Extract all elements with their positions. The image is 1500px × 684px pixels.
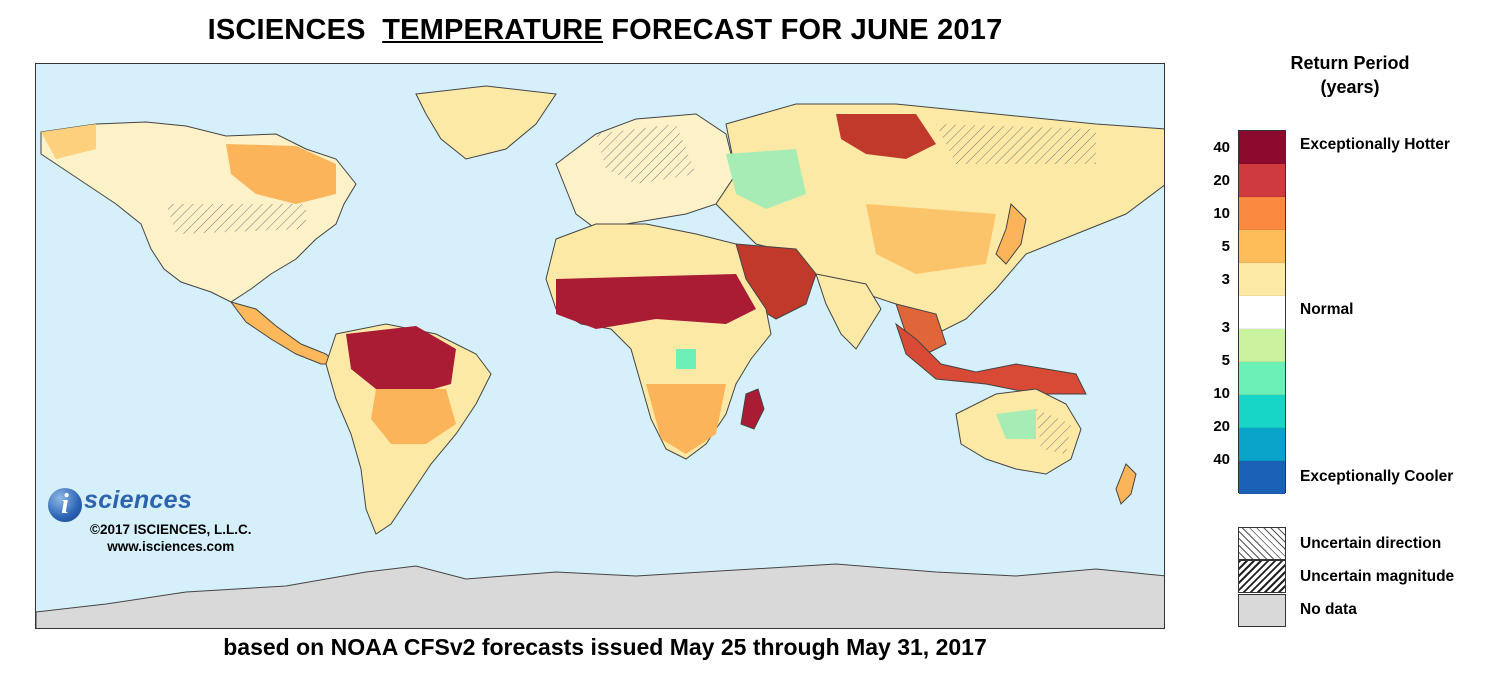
- greenland-landmass: [415, 85, 557, 160]
- canada-hot-zone: [226, 144, 336, 204]
- logo-name: sciences: [84, 486, 193, 514]
- scale-tick-label: 20: [1213, 172, 1230, 189]
- scale-tick-label: 20: [1213, 418, 1230, 435]
- russia-hot-zone: [836, 114, 936, 159]
- indonesia-landmass: [895, 322, 1087, 395]
- central-asia-cool-zone: [726, 149, 806, 209]
- map-canvas: [36, 85, 1164, 628]
- sahel-hot-zone: [556, 274, 756, 329]
- south-america-warm-zone: [371, 389, 456, 444]
- usa-hatched-zone: [166, 204, 306, 234]
- title-variable: TEMPERATURE: [382, 14, 603, 46]
- uncertain-direction-label: Uncertain direction: [1300, 535, 1442, 552]
- copyright-block: ©2017 ISCIENCES, L.L.C. www.isciences.co…: [90, 521, 252, 555]
- antarctica-no-data: [36, 563, 1164, 628]
- scale-swatch: [1239, 428, 1285, 461]
- legend-label-hot: Exceptionally Hotter: [1300, 136, 1450, 153]
- central-africa-cool-spot: [676, 349, 696, 369]
- uncertain-magnitude-label: Uncertain magnitude: [1300, 568, 1455, 585]
- world-map: [35, 63, 1165, 629]
- logo-mark: i: [48, 488, 82, 522]
- central-america-landmass: [229, 301, 338, 365]
- no-data-label: No data: [1300, 601, 1357, 618]
- legend-title: Return Period (years): [1250, 51, 1450, 99]
- scale-swatch: [1239, 131, 1285, 164]
- legend-title-line1: Return Period: [1290, 53, 1410, 73]
- southern-africa-warm-zone: [646, 384, 726, 454]
- legend-label-cool: Exceptionally Cooler: [1300, 468, 1454, 485]
- color-scale: [1238, 130, 1286, 494]
- australia-cool-zone: [996, 409, 1036, 439]
- scale-tick-label: 40: [1213, 139, 1230, 156]
- copyright-text: ©2017 ISCIENCES, L.L.C.: [90, 522, 252, 537]
- scale-swatch: [1239, 296, 1285, 329]
- scale-tick-label: 5: [1221, 352, 1230, 369]
- europe-hatched-zone: [596, 124, 696, 184]
- scale-tick-label: 10: [1213, 205, 1230, 222]
- scale-tick-label: 3: [1221, 271, 1230, 288]
- scale-tick-label: 3: [1221, 319, 1230, 336]
- southeast-asia-landmass: [895, 303, 947, 355]
- no-data-swatch: [1238, 594, 1286, 627]
- scale-swatch: [1239, 329, 1285, 362]
- map-subtitle: based on NOAA CFSv2 forecasts issued May…: [223, 634, 987, 660]
- uncertain-magnitude-swatch: [1238, 560, 1286, 593]
- alaska-hot-zone: [41, 124, 96, 159]
- japan-landmass: [995, 202, 1027, 265]
- australia-hatched-zone: [1036, 409, 1071, 454]
- title-period: FORECAST FOR JUNE 2017: [611, 14, 1003, 46]
- title-org: ISCIENCES: [207, 14, 366, 46]
- map-title: ISCIENCES TEMPERATURE FORECAST FOR JUNE …: [0, 14, 1210, 47]
- scale-swatch: [1239, 362, 1285, 395]
- legend-label-normal: Normal: [1300, 301, 1354, 318]
- scale-swatch: [1239, 197, 1285, 230]
- china-warm-zone: [866, 204, 996, 274]
- scale-swatch: [1239, 164, 1285, 197]
- scale-swatch: [1239, 263, 1285, 296]
- scale-swatch: [1239, 461, 1285, 494]
- siberia-hatched-zone: [936, 124, 1096, 164]
- website-text: www.isciences.com: [107, 539, 235, 554]
- scale-tick-label: 10: [1213, 385, 1230, 402]
- india-landmass: [815, 273, 882, 350]
- new-zealand-landmass: [1115, 463, 1137, 505]
- legend-title-line2: (years): [1320, 77, 1380, 97]
- scale-swatch: [1239, 395, 1285, 428]
- scale-tick-label: 40: [1213, 451, 1230, 468]
- madagascar-landmass: [740, 388, 765, 430]
- scale-swatch: [1239, 230, 1285, 263]
- uncertain-direction-swatch: [1238, 527, 1286, 560]
- scale-tick-label: 5: [1221, 238, 1230, 255]
- amazon-hot-zone: [346, 326, 456, 394]
